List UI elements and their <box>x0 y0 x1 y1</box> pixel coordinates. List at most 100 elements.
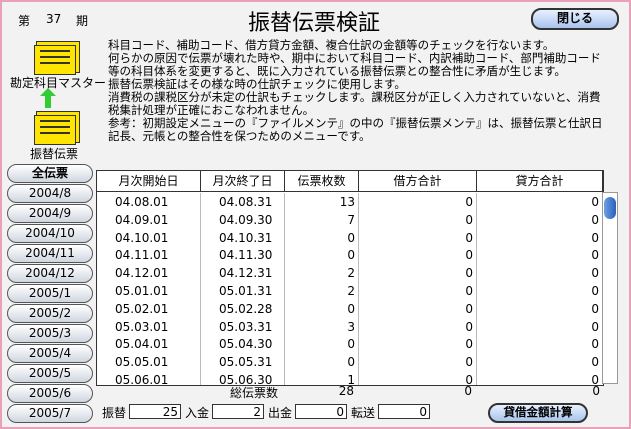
table-cell: 05.04.01 <box>115 337 169 352</box>
column-header: 月次終了日 <box>201 171 285 192</box>
footer-value: 0 <box>295 404 347 419</box>
table-cell: 05.03.31 <box>219 319 273 334</box>
table-cell: 0 <box>591 248 599 263</box>
table-cell: 0 <box>465 355 473 370</box>
table-cell: 0 <box>465 284 473 298</box>
table-cell: 0 <box>465 301 473 316</box>
column-divider <box>358 193 359 385</box>
table-cell: 0 <box>591 301 599 316</box>
footer-label: 振替 <box>102 406 127 420</box>
table-cell: 0 <box>465 195 473 209</box>
month-button[interactable]: 2005/3 <box>7 324 93 343</box>
description-line: 参考：初期設定メニューの『ファイルメンテ』の中の『振替伝票メンテ』は、振替伝票と… <box>108 116 603 130</box>
voucher-icon[interactable] <box>34 115 76 145</box>
month-button[interactable]: 2005/5 <box>7 364 93 383</box>
table-cell: 1 <box>347 373 355 385</box>
table-cell: 04.08.31 <box>219 195 273 209</box>
total-credit: 0 <box>592 384 600 398</box>
table-cell: 0 <box>465 212 473 227</box>
arrow <box>40 88 56 108</box>
table-cell: 0 <box>465 266 473 281</box>
total-label: 総伝票数 <box>230 386 279 400</box>
description-line: 何らかの原因で伝票が壊れた時や、期中において科目コード、内訳補助コード、部門補助… <box>108 51 601 65</box>
period-suffix: 期 <box>76 14 89 28</box>
column-divider <box>284 193 285 385</box>
footer-label: 入金 <box>185 406 210 420</box>
description-line: 振替伝票検証はその様な時の仕訳チェックに使用します。 <box>108 77 406 91</box>
table-cell: 05.02.28 <box>219 301 273 316</box>
table-cell: 0 <box>591 355 599 370</box>
total-debit: 0 <box>464 384 472 398</box>
master-label[interactable]: 勘定科目マスター <box>10 76 107 90</box>
table-cell: 05.05.01 <box>115 355 169 370</box>
month-button[interactable]: 2004/11 <box>7 244 93 263</box>
table-cell: 05.05.31 <box>219 355 273 370</box>
description-line: 科目コード、補助コード、借方貸方金額、複合仕訳の金額等のチェックを行ないます。 <box>108 38 555 52</box>
month-button[interactable]: 2004/9 <box>7 204 93 223</box>
total-count: 28 <box>338 384 354 398</box>
table-cell: 2 <box>347 284 355 298</box>
scrollbar[interactable] <box>602 192 618 384</box>
voucher-label[interactable]: 振替伝票 <box>30 147 79 161</box>
table-cell: 05.03.01 <box>115 319 169 334</box>
month-button[interactable]: 2005/6 <box>7 384 93 403</box>
table-cell: 05.04.30 <box>219 337 273 352</box>
table-cell: 0 <box>347 355 355 370</box>
table-cell: 0 <box>465 230 473 245</box>
table-cell: 0 <box>465 373 473 385</box>
table-cell: 13 <box>339 195 355 209</box>
footer-value: 0 <box>378 404 430 419</box>
description: 科目コード、補助コード、借方貸方金額、複合仕訳の金額等のチェックを行ないます。何… <box>108 39 603 143</box>
footer-value: 25 <box>129 404 181 419</box>
table-cell: 0 <box>591 195 599 209</box>
table-cell: 05.06.30 <box>219 373 273 385</box>
description-line: 税集計処理が正確におこなわれません。 <box>108 103 315 117</box>
master-icon[interactable] <box>34 45 76 75</box>
table-cell: 7 <box>347 212 355 227</box>
table-cell: 0 <box>465 248 473 263</box>
column-header: 伝票枚数 <box>285 171 359 192</box>
close-button[interactable]: 閉じる <box>531 8 619 30</box>
table-cell: 05.06.01 <box>115 373 169 385</box>
column-divider <box>476 193 477 385</box>
table-cell: 0 <box>591 230 599 245</box>
table-cell: 0 <box>465 337 473 352</box>
table-cell: 04.10.01 <box>115 230 169 245</box>
month-button[interactable]: 2004/12 <box>7 264 93 283</box>
table: 04.08.01 04.08.31 13 0 0 04.09.01 04.09.30 7 0 0 0… <box>96 170 604 386</box>
period: 37 <box>46 12 62 26</box>
month-button[interactable]: 2004/8 <box>7 184 93 203</box>
table-cell: 0 <box>347 230 355 245</box>
table-cell: 05.01.31 <box>219 284 273 298</box>
column-divider <box>200 193 201 385</box>
column-header: 月次開始日 <box>97 171 201 192</box>
calc-button[interactable]: 貸借金額計算 <box>488 403 588 423</box>
table-cell: 04.11.30 <box>219 248 273 263</box>
table-cell: 2 <box>347 266 355 281</box>
month-button[interactable]: 全伝票 <box>7 164 93 183</box>
table-cell: 0 <box>591 284 599 298</box>
table-cell: 04.12.01 <box>115 266 169 281</box>
table-body: 04.08.01 04.08.31 13 0 0 04.09.01 04.09.30 7 0 0 0… <box>97 193 603 385</box>
description-line: 消費税の課税区分が未定の仕訳もチェックします。課税区分が正しく入力されていないと… <box>108 90 601 104</box>
footer-label: 出金 <box>268 406 293 420</box>
column-header: 貸方合計 <box>477 171 603 192</box>
table-cell: 04.11.01 <box>115 248 169 263</box>
month-button[interactable]: 2004/10 <box>7 224 93 243</box>
table-cell: 0 <box>591 212 599 227</box>
month-button[interactable]: 2005/2 <box>7 304 93 323</box>
table-cell: 04.09.01 <box>115 212 169 227</box>
table-cell: 0 <box>465 319 473 334</box>
table-cell: 05.01.01 <box>115 284 169 298</box>
month-button[interactable]: 2005/4 <box>7 344 93 363</box>
footer-value: 2 <box>212 404 264 419</box>
table-cell: 04.12.31 <box>219 266 273 281</box>
table-cell: 0 <box>347 248 355 263</box>
table-cell: 04.10.31 <box>219 230 273 245</box>
table-cell: 04.08.01 <box>115 195 169 209</box>
table-cell: 0 <box>591 337 599 352</box>
month-button[interactable]: 2005/1 <box>7 284 93 303</box>
month-button[interactable]: 2005/7 <box>7 404 93 423</box>
table-cell: 0 <box>591 266 599 281</box>
description-line: 等の科目体系を変更すると、既に入力されている振替伝票との整合性に矛盾が生じます。 <box>108 64 566 78</box>
